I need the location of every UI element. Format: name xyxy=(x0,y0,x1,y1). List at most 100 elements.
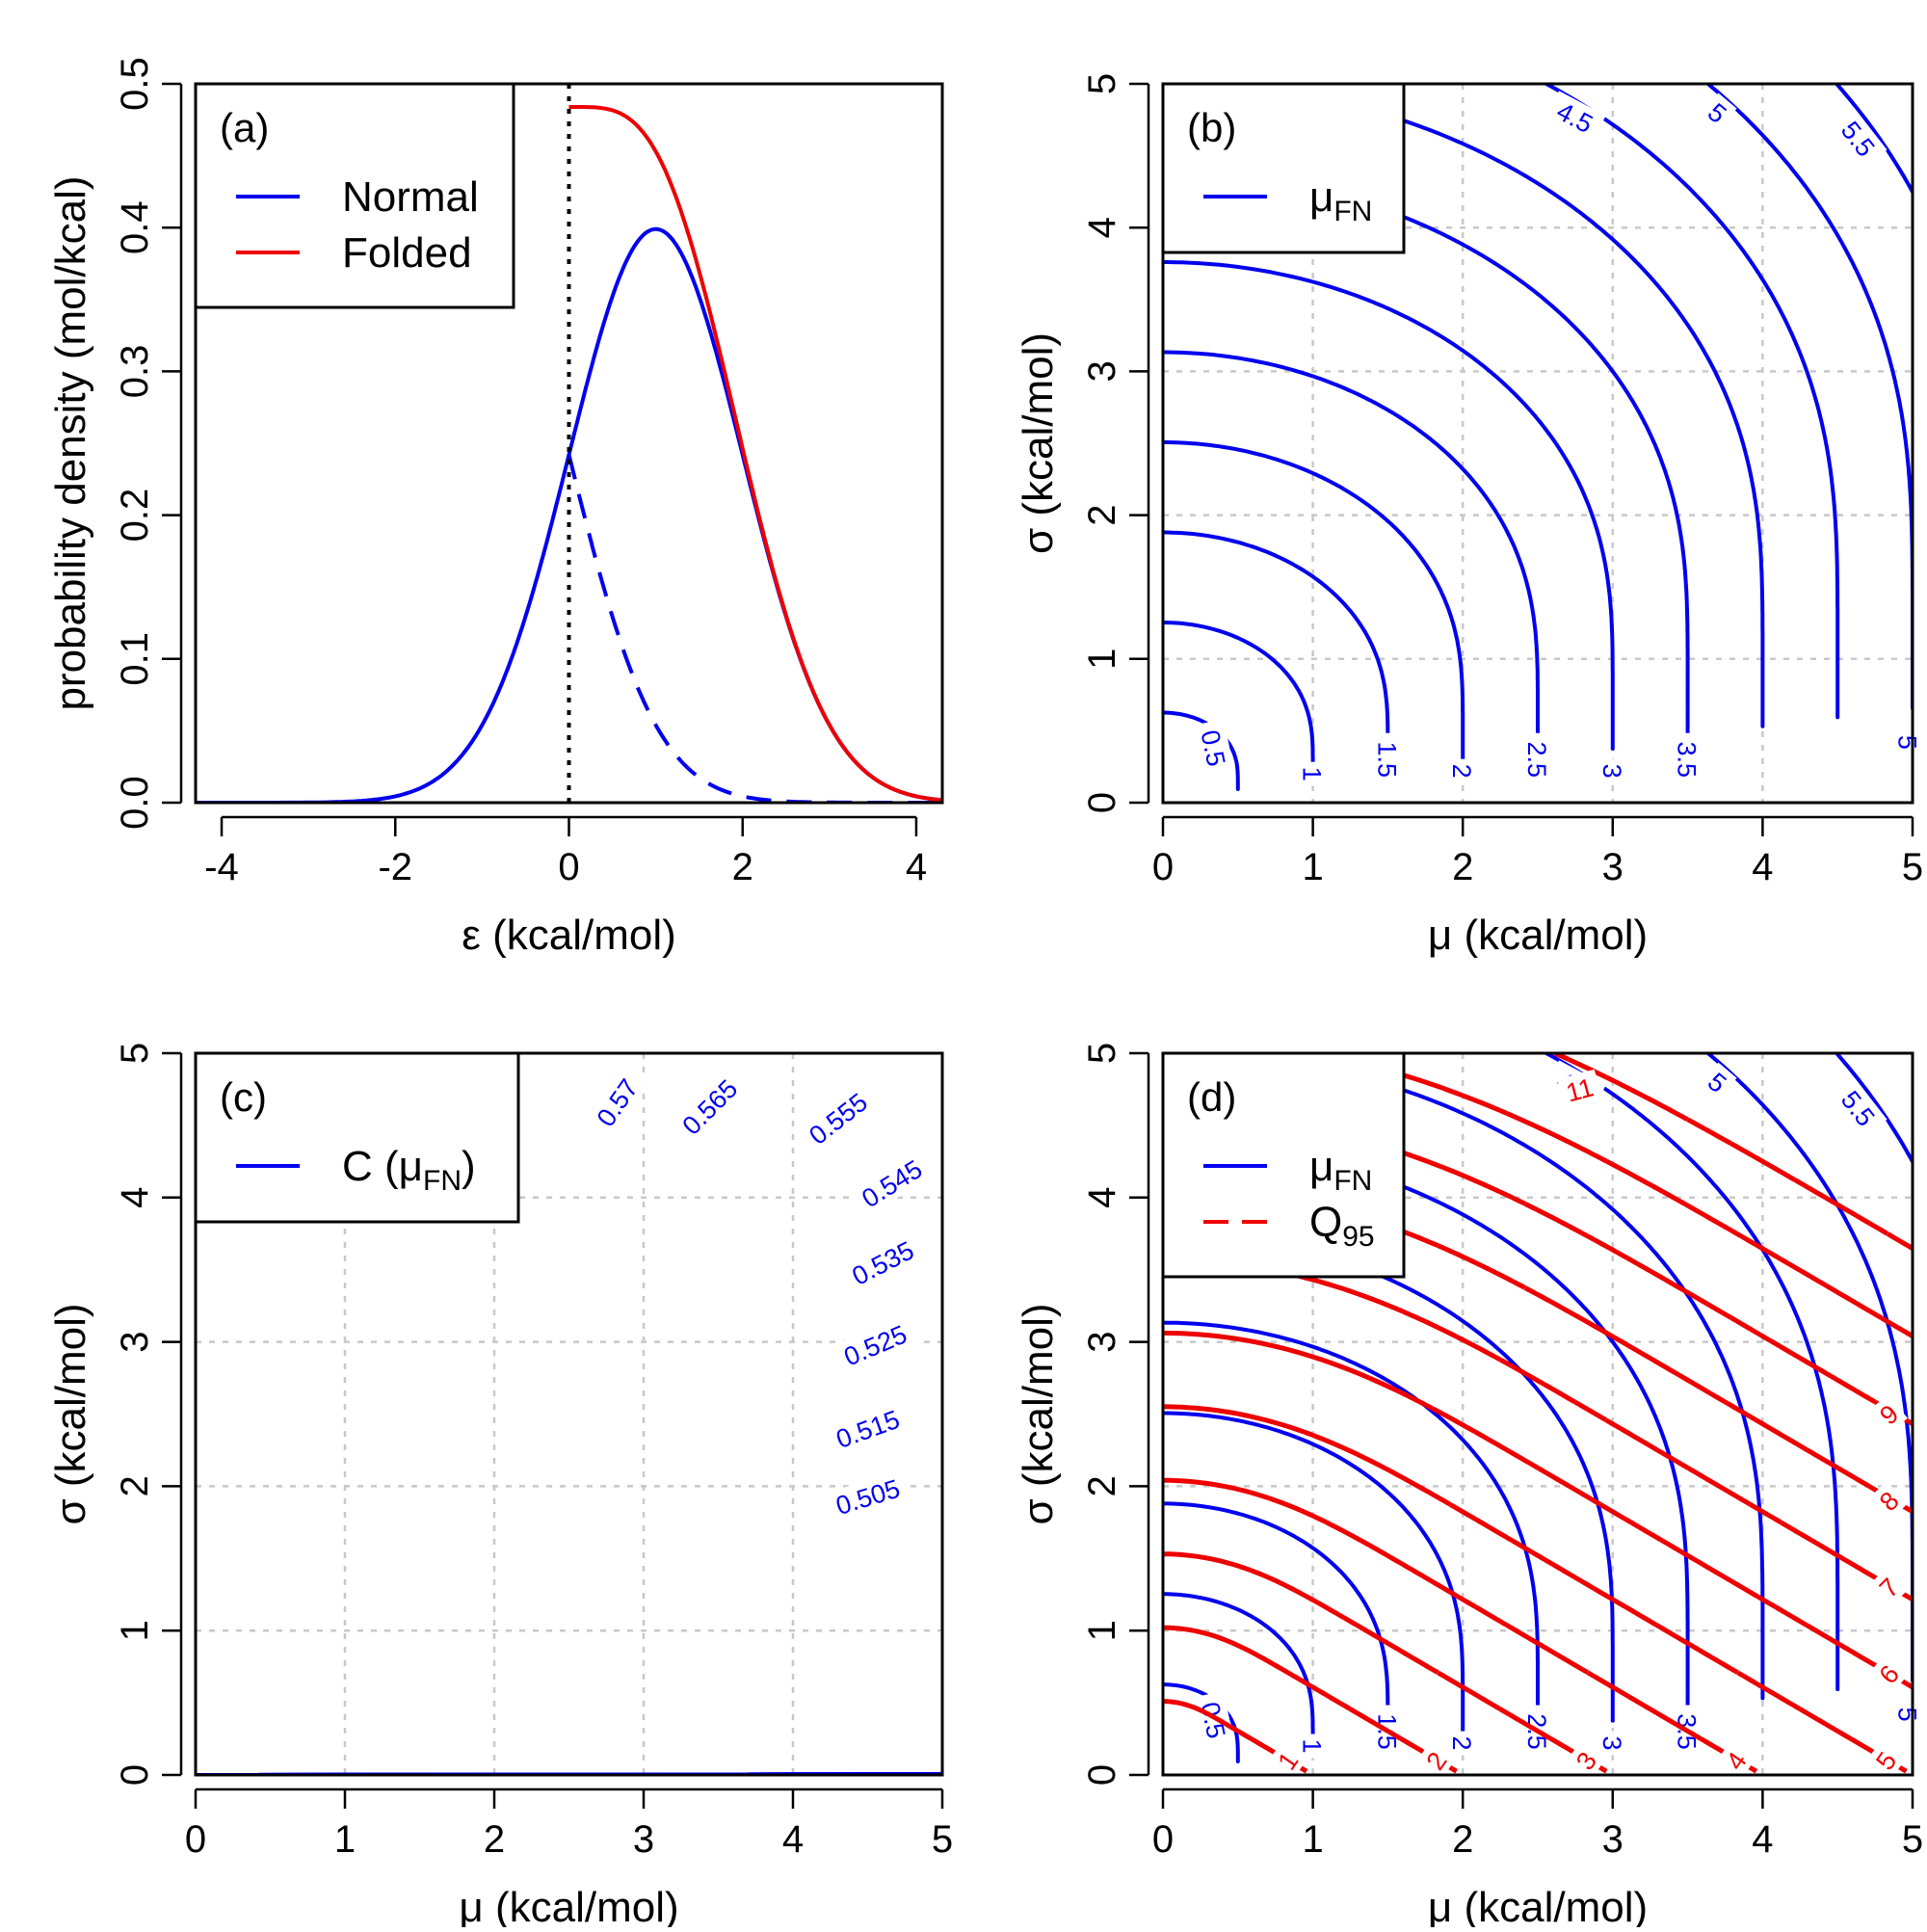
contour-label-bg xyxy=(1892,729,1924,754)
y-tick-label: 0.3 xyxy=(114,345,156,399)
q95-contour-11 xyxy=(1553,1053,1913,1251)
contour-label-bg xyxy=(1716,1741,1755,1780)
contour-label-bg xyxy=(1868,1568,1909,1607)
label-part: 95 xyxy=(1342,1221,1374,1253)
x-axis-label: ε (kcal/mol) xyxy=(462,912,676,959)
contour-label-text: 3 xyxy=(1597,764,1626,779)
contour-label-bg xyxy=(1868,1481,1909,1521)
contour-label-bg xyxy=(1865,1741,1906,1780)
contour-label: 5 xyxy=(1892,729,1924,754)
y-tick-label: 1 xyxy=(114,1620,156,1641)
contour-label-bg xyxy=(1522,732,1553,786)
y-tick-label: 5 xyxy=(114,1043,156,1064)
contour-label-text: 2.5 xyxy=(1522,741,1551,778)
x-axis-label: μ (kcal/mol) xyxy=(1428,912,1648,959)
y-tick-label: 3 xyxy=(1081,1331,1123,1352)
contour-label-bg xyxy=(1869,1394,1908,1434)
contour-label-bg xyxy=(824,1399,911,1458)
legend-box xyxy=(194,1051,520,1224)
legend-label: Q95 xyxy=(1309,1199,1375,1253)
x-tick-label: 2 xyxy=(1452,1818,1473,1861)
x-tick-label: 4 xyxy=(1752,1818,1773,1861)
panel-a: -4 -2 0 2 4 0.0 0.1 0.2 0.3 0.4 0.5 ε (kcal/mol) pro… xyxy=(47,57,944,959)
label-part: FN xyxy=(1333,1165,1372,1197)
legend-label: μFN xyxy=(1309,1143,1372,1197)
y-tick-label: 4 xyxy=(1081,1187,1123,1208)
contour-label-text: 5 xyxy=(1892,1707,1921,1722)
contour-label-bg xyxy=(1672,732,1703,786)
x-tick-label: 1 xyxy=(1302,846,1323,888)
q95-contours xyxy=(1163,1053,1913,1774)
q95-contour-6 xyxy=(1163,1330,1913,1690)
contour-label-bg xyxy=(1557,1069,1603,1110)
label-part: μ xyxy=(1309,173,1333,221)
contour-label-text: 1 xyxy=(1298,767,1327,781)
y-tick-label: 1 xyxy=(1081,1620,1123,1641)
x-tick-label: 5 xyxy=(1902,1818,1923,1861)
legend-label: C (μFN) xyxy=(342,1143,476,1197)
q95-contour-3 xyxy=(1163,1551,1608,1774)
legend-box xyxy=(1161,82,1406,254)
contour-label: 1.5 xyxy=(1372,732,1404,786)
y-tick-label: 5 xyxy=(1081,1043,1123,1064)
contour-label-bg xyxy=(1698,1062,1737,1102)
y-tick-label: 2 xyxy=(114,1475,156,1496)
contour-label: 0.5 xyxy=(1193,1690,1235,1750)
series-reflected-line xyxy=(567,454,942,803)
contour-label: 3 xyxy=(1597,1731,1628,1756)
y-tick-label: 4 xyxy=(1081,217,1123,238)
x-tick-label: 2 xyxy=(484,1818,505,1861)
axes: 0 1 2 3 4 5 0 1 2 3 4 5 μ (kcal/mol) σ (kcal/mol) xyxy=(47,1043,953,1931)
contour-label-bg xyxy=(1193,1690,1235,1750)
x-tick-label: 0 xyxy=(185,1818,206,1861)
contour-label-bg xyxy=(1267,1741,1307,1780)
contour-label-bg xyxy=(1566,1741,1606,1780)
y-tick-label: 0 xyxy=(114,1764,156,1786)
y-tick-label: 0.0 xyxy=(114,776,156,830)
x-tick-label: 1 xyxy=(1302,1818,1323,1861)
contour-label-bg xyxy=(1193,719,1235,778)
x-tick-label: 4 xyxy=(1752,846,1773,888)
contour-label-bg xyxy=(838,1230,927,1295)
label-part: FN xyxy=(1333,196,1372,227)
contour-label: 3 xyxy=(1597,758,1628,783)
y-axis-label: σ (kcal/mol) xyxy=(1015,1303,1062,1524)
series-folded-line xyxy=(568,105,942,803)
x-tick-label: -2 xyxy=(378,846,412,888)
contour-label-bg xyxy=(1597,1731,1628,1756)
y-tick-label: 4 xyxy=(114,1187,156,1208)
contour-label-bg xyxy=(1830,1077,1887,1139)
plot-frame xyxy=(194,82,944,805)
legend-box xyxy=(1161,1051,1406,1279)
legend: (a) Normal Folded xyxy=(194,82,515,309)
y-tick-label: 5 xyxy=(1081,73,1123,94)
q95-contour-5 xyxy=(1163,1404,1908,1774)
axes: -4 -2 0 2 4 0.0 0.1 0.2 0.3 0.4 0.5 ε (kcal/mol) pro… xyxy=(47,57,927,959)
contour-label: 1 xyxy=(1297,761,1329,786)
contour-label: 2 xyxy=(1447,758,1479,783)
y-axis-label: probability density (mol/kcal) xyxy=(47,175,94,710)
y-tick-label: 1 xyxy=(1081,648,1123,670)
contour-label-text: 5 xyxy=(1892,735,1921,750)
contour-label-text: 1 xyxy=(1298,1739,1327,1754)
contour-label-bg xyxy=(669,1067,750,1147)
contour-label: 0.5 xyxy=(1193,719,1235,778)
panel-tag: (d) xyxy=(1187,1074,1236,1120)
contour-label: 11 xyxy=(1557,1069,1603,1110)
y-tick-label: 0.4 xyxy=(114,200,156,254)
label-part: C (μ xyxy=(342,1143,423,1190)
legend-label: Folded xyxy=(342,229,472,277)
contour-label-bg xyxy=(584,1066,649,1139)
panel-tag: (c) xyxy=(220,1074,267,1120)
contour-label-bg xyxy=(796,1080,880,1156)
x-tick-label: 0 xyxy=(558,846,579,888)
contour-label: 3.5 xyxy=(1672,732,1703,786)
x-axis-label: μ (kcal/mol) xyxy=(1428,1884,1648,1927)
contour-label-bg xyxy=(1447,758,1479,783)
y-tick-label: 0.5 xyxy=(114,57,156,111)
x-axis-label: μ (kcal/mol) xyxy=(459,1884,678,1927)
contour-label-bg xyxy=(1297,1734,1329,1759)
legend: (b) μFN xyxy=(1161,82,1406,254)
